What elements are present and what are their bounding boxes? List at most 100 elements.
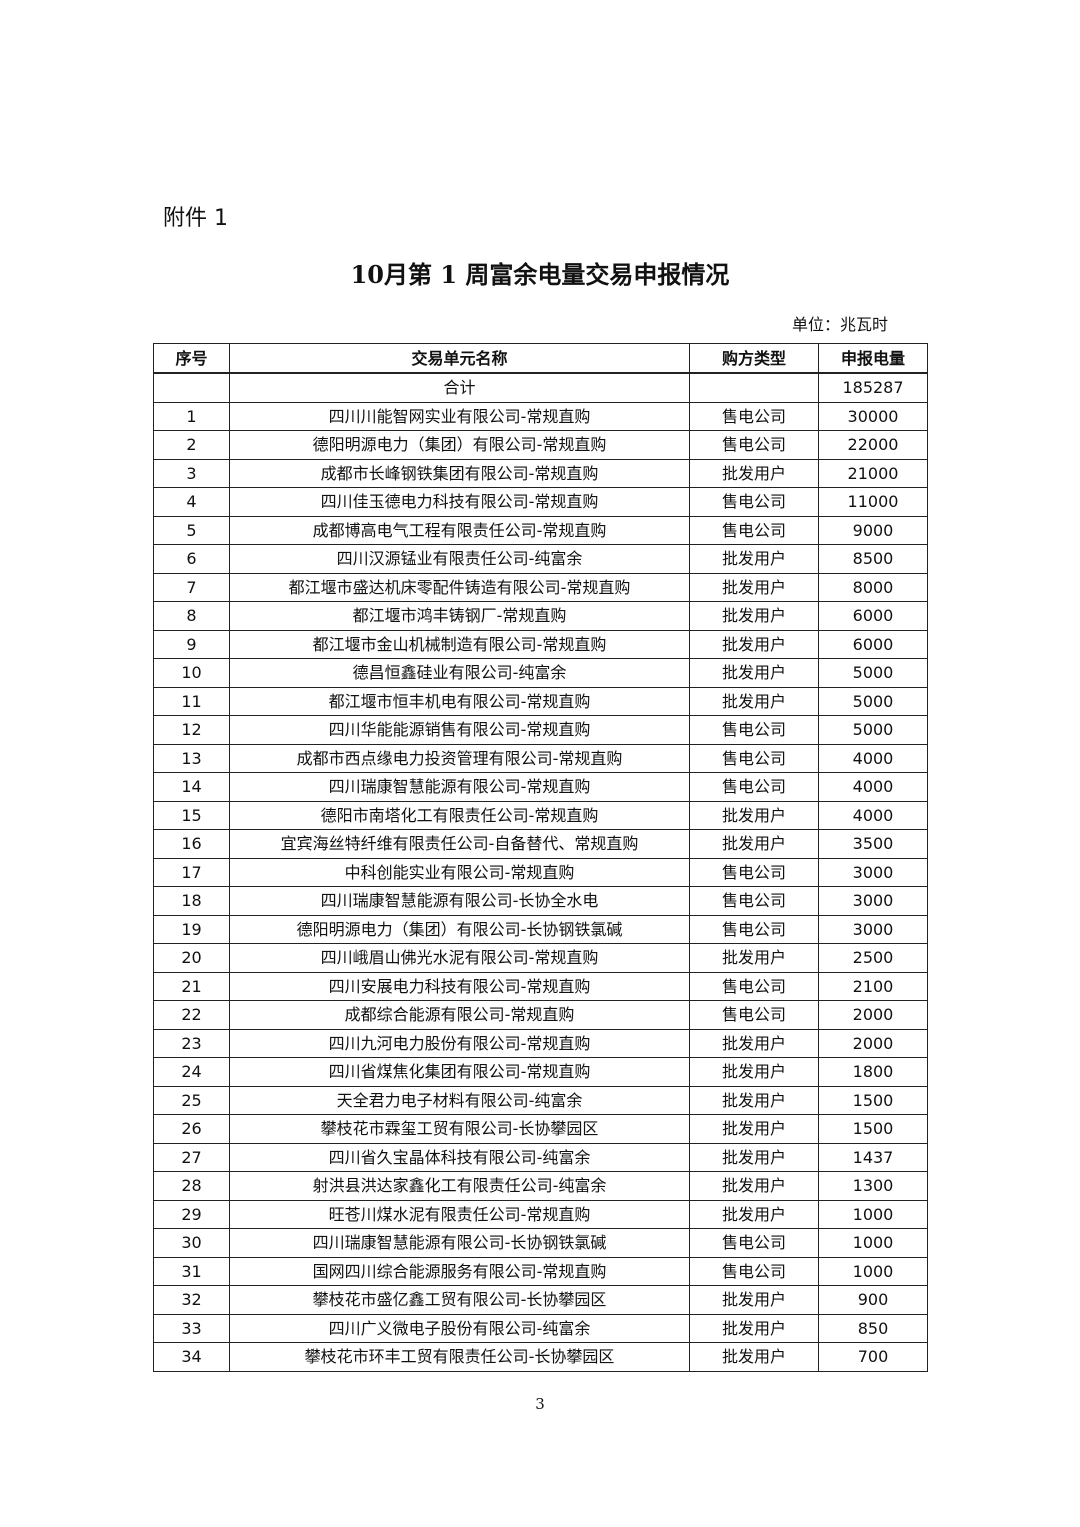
row-declared-amount: 11000 <box>818 487 928 517</box>
table-row: 15 德阳市南塔化工有限责任公司-常规直购 批发用户 4000 <box>153 800 928 830</box>
table-row: 7 都江堰市盛达机床零配件铸造有限公司-常规直购 批发用户 8000 <box>153 572 928 602</box>
row-buyer-type: 售电公司 <box>689 430 819 460</box>
row-index: 21 <box>153 971 230 1001</box>
row-declared-amount: 5000 <box>818 686 928 716</box>
row-declared-amount: 22000 <box>818 430 928 460</box>
table-row: 33 四川广义微电子股份有限公司-纯富余 批发用户 850 <box>153 1313 928 1343</box>
row-unit-name: 德阳明源电力（集团）有限公司-常规直购 <box>229 430 690 460</box>
row-declared-amount: 1500 <box>818 1085 928 1115</box>
table-row: 31 国网四川综合能源服务有限公司-常规直购 售电公司 1000 <box>153 1256 928 1286</box>
row-declared-amount: 6000 <box>818 601 928 631</box>
row-index: 22 <box>153 1000 230 1030</box>
row-unit-name: 旺苍川煤水泥有限责任公司-常规直购 <box>229 1199 690 1229</box>
row-buyer-type: 售电公司 <box>689 914 819 944</box>
row-unit-name: 攀枝花市盛亿鑫工贸有限公司-长协攀园区 <box>229 1285 690 1315</box>
declaration-table: 序号 交易单元名称 购方类型 申报电量 合计 185287 1 四川川能智网实业有… <box>153 343 928 1372</box>
row-declared-amount: 5000 <box>818 658 928 688</box>
row-index: 33 <box>153 1313 230 1343</box>
total-label: 合计 <box>229 372 690 403</box>
row-declared-amount: 1500 <box>818 1114 928 1144</box>
row-declared-amount: 4000 <box>818 772 928 802</box>
table-row: 29 旺苍川煤水泥有限责任公司-常规直购 批发用户 1000 <box>153 1199 928 1229</box>
row-unit-name: 攀枝花市霖玺工贸有限公司-长协攀园区 <box>229 1114 690 1144</box>
total-value: 185287 <box>818 372 928 403</box>
row-unit-name: 都江堰市金山机械制造有限公司-常规直购 <box>229 629 690 659</box>
row-buyer-type: 批发用户 <box>689 1028 819 1058</box>
row-unit-name: 成都博高电气工程有限责任公司-常规直购 <box>229 515 690 545</box>
row-unit-name: 四川广义微电子股份有限公司-纯富余 <box>229 1313 690 1343</box>
row-buyer-type: 售电公司 <box>689 886 819 916</box>
table-row: 1 四川川能智网实业有限公司-常规直购 售电公司 30000 <box>153 401 928 431</box>
row-buyer-type: 售电公司 <box>689 487 819 517</box>
table-row: 14 四川瑞康智慧能源有限公司-常规直购 售电公司 4000 <box>153 772 928 802</box>
row-buyer-type: 批发用户 <box>689 1342 819 1372</box>
row-unit-name: 四川佳玉德电力科技有限公司-常规直购 <box>229 487 690 517</box>
unit-label: 单位：兆瓦时 <box>791 315 888 334</box>
row-index: 6 <box>153 544 230 574</box>
table-row: 21 四川安展电力科技有限公司-常规直购 售电公司 2100 <box>153 971 928 1001</box>
row-buyer-type: 批发用户 <box>689 458 819 488</box>
row-declared-amount: 1000 <box>818 1228 928 1258</box>
row-unit-name: 成都市西点缘电力投资管理有限公司-常规直购 <box>229 743 690 773</box>
row-unit-name: 德阳明源电力（集团）有限公司-长协钢铁氯碱 <box>229 914 690 944</box>
row-index: 18 <box>153 886 230 916</box>
row-buyer-type: 批发用户 <box>689 1142 819 1172</box>
row-unit-name: 成都综合能源有限公司-常规直购 <box>229 1000 690 1030</box>
table-header-row: 序号 交易单元名称 购方类型 申报电量 <box>153 343 928 374</box>
table-row: 12 四川华能能源销售有限公司-常规直购 售电公司 5000 <box>153 715 928 745</box>
row-index: 2 <box>153 430 230 460</box>
row-index: 32 <box>153 1285 230 1315</box>
table-row: 30 四川瑞康智慧能源有限公司-长协钢铁氯碱 售电公司 1000 <box>153 1228 928 1258</box>
row-index: 34 <box>153 1342 230 1372</box>
row-index: 25 <box>153 1085 230 1115</box>
row-unit-name: 四川瑞康智慧能源有限公司-长协钢铁氯碱 <box>229 1228 690 1258</box>
row-index: 20 <box>153 943 230 973</box>
row-buyer-type: 批发用户 <box>689 829 819 859</box>
row-declared-amount: 1300 <box>818 1171 928 1201</box>
row-buyer-type: 批发用户 <box>689 544 819 574</box>
row-declared-amount: 5000 <box>818 715 928 745</box>
row-buyer-type: 批发用户 <box>689 943 819 973</box>
row-index: 3 <box>153 458 230 488</box>
row-declared-amount: 2000 <box>818 1028 928 1058</box>
row-buyer-type: 售电公司 <box>689 1000 819 1030</box>
table-row: 18 四川瑞康智慧能源有限公司-长协全水电 售电公司 3000 <box>153 886 928 916</box>
row-buyer-type: 批发用户 <box>689 601 819 631</box>
row-declared-amount: 2100 <box>818 971 928 1001</box>
table-row: 6 四川汉源锰业有限责任公司-纯富余 批发用户 8500 <box>153 544 928 574</box>
row-index: 30 <box>153 1228 230 1258</box>
row-index: 10 <box>153 658 230 688</box>
table-row: 28 射洪县洪达家鑫化工有限责任公司-纯富余 批发用户 1300 <box>153 1171 928 1201</box>
row-declared-amount: 3500 <box>818 829 928 859</box>
table-row: 22 成都综合能源有限公司-常规直购 售电公司 2000 <box>153 1000 928 1030</box>
table-row: 23 四川九河电力股份有限公司-常规直购 批发用户 2000 <box>153 1028 928 1058</box>
row-index: 19 <box>153 914 230 944</box>
table-row: 26 攀枝花市霖玺工贸有限公司-长协攀园区 批发用户 1500 <box>153 1114 928 1144</box>
row-buyer-type: 售电公司 <box>689 1228 819 1258</box>
row-index: 28 <box>153 1171 230 1201</box>
row-declared-amount: 900 <box>818 1285 928 1315</box>
row-index: 14 <box>153 772 230 802</box>
row-index: 11 <box>153 686 230 716</box>
row-buyer-type: 批发用户 <box>689 1313 819 1343</box>
row-index: 17 <box>153 857 230 887</box>
header-buyer-type: 购方类型 <box>689 343 819 374</box>
row-index: 9 <box>153 629 230 659</box>
row-unit-name: 四川华能能源销售有限公司-常规直购 <box>229 715 690 745</box>
table-row: 4 四川佳玉德电力科技有限公司-常规直购 售电公司 11000 <box>153 487 928 517</box>
row-buyer-type: 批发用户 <box>689 1057 819 1087</box>
row-declared-amount: 1000 <box>818 1256 928 1286</box>
row-index: 13 <box>153 743 230 773</box>
row-declared-amount: 6000 <box>818 629 928 659</box>
table-row: 34 攀枝花市环丰工贸有限责任公司-长协攀园区 批发用户 700 <box>153 1342 928 1372</box>
row-unit-name: 宜宾海丝特纤维有限责任公司-自备替代、常规直购 <box>229 829 690 859</box>
row-index: 23 <box>153 1028 230 1058</box>
row-buyer-type: 售电公司 <box>689 715 819 745</box>
table-row: 32 攀枝花市盛亿鑫工贸有限公司-长协攀园区 批发用户 900 <box>153 1285 928 1315</box>
total-row: 合计 185287 <box>153 372 928 403</box>
table-row: 13 成都市西点缘电力投资管理有限公司-常规直购 售电公司 4000 <box>153 743 928 773</box>
row-unit-name: 中科创能实业有限公司-常规直购 <box>229 857 690 887</box>
table-row: 19 德阳明源电力（集团）有限公司-长协钢铁氯碱 售电公司 3000 <box>153 914 928 944</box>
table-row: 16 宜宾海丝特纤维有限责任公司-自备替代、常规直购 批发用户 3500 <box>153 829 928 859</box>
row-buyer-type: 批发用户 <box>689 1285 819 1315</box>
